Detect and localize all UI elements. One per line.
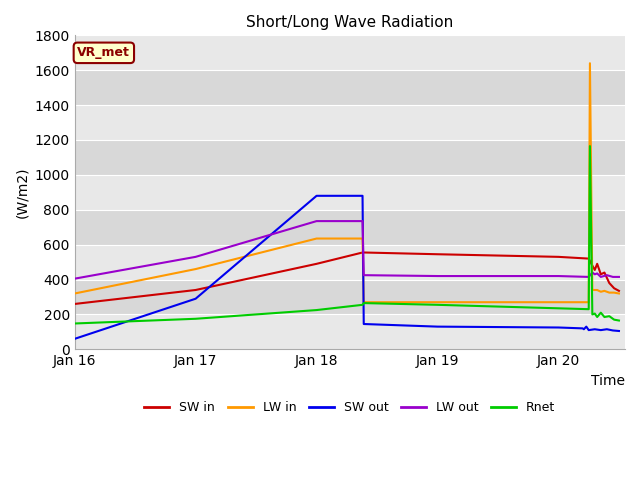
SW in [605, 280, 613, 286]
SW out [591, 326, 598, 332]
LW in [611, 290, 618, 296]
Rnet [591, 311, 598, 316]
Bar [75, 245, 625, 279]
Rnet [589, 312, 596, 317]
Rnet [434, 302, 442, 308]
Line: LW out: LW out [75, 221, 619, 279]
SW out [579, 325, 586, 331]
SW out [71, 336, 79, 342]
SW in [597, 271, 605, 277]
Rnet [360, 300, 367, 306]
SW in [589, 263, 596, 268]
SW in [71, 301, 79, 307]
SW in [313, 261, 321, 267]
LW in [555, 300, 563, 305]
X-axis label: Time: Time [591, 374, 625, 388]
LW in [358, 236, 366, 241]
Rnet [597, 310, 605, 315]
Line: SW in: SW in [75, 252, 619, 304]
SW in [358, 250, 366, 255]
SW out [597, 327, 605, 333]
SW out [580, 326, 588, 332]
LW out [71, 276, 79, 282]
LW in [589, 287, 596, 293]
Rnet [313, 307, 321, 313]
Line: SW out: SW out [75, 196, 619, 339]
SW out [360, 321, 367, 327]
Line: LW in: LW in [75, 63, 619, 302]
SW out [582, 324, 590, 329]
LW out [313, 218, 321, 224]
Title: Short/Long Wave Radiation: Short/Long Wave Radiation [246, 15, 454, 30]
SW in [585, 256, 593, 262]
LW out [555, 273, 563, 279]
LW out [434, 273, 442, 279]
Rnet [600, 314, 608, 320]
Text: VR_met: VR_met [77, 47, 131, 60]
LW in [605, 290, 613, 296]
Bar [75, 105, 625, 140]
LW out [360, 272, 367, 278]
LW out [591, 271, 598, 277]
LW in [71, 290, 79, 296]
LW out [589, 270, 596, 276]
Bar [75, 175, 625, 210]
Rnet [192, 316, 200, 322]
SW in [555, 254, 563, 260]
SW in [192, 287, 200, 293]
LW out [192, 254, 200, 260]
Bar [75, 210, 625, 245]
LW in [360, 300, 367, 305]
SW out [603, 326, 611, 332]
Rnet [605, 313, 613, 319]
LW in [434, 300, 442, 305]
SW in [593, 261, 601, 267]
Bar [75, 36, 625, 70]
LW out [585, 274, 593, 280]
Bar [75, 314, 625, 349]
SW out [313, 193, 321, 199]
LW out [593, 271, 601, 276]
SW in [434, 252, 442, 257]
LW out [615, 274, 623, 280]
Legend: SW in, LW in, SW out, LW out, Rnet: SW in, LW in, SW out, LW out, Rnet [140, 396, 561, 420]
LW in [586, 60, 594, 66]
SW in [591, 267, 598, 273]
LW in [585, 300, 593, 305]
LW in [313, 236, 321, 241]
SW out [192, 296, 200, 301]
Rnet [615, 318, 623, 324]
LW out [609, 274, 617, 280]
SW out [555, 324, 563, 330]
LW in [600, 288, 608, 294]
SW in [611, 286, 618, 291]
Rnet [555, 305, 563, 311]
SW out [615, 328, 623, 334]
LW in [615, 290, 623, 296]
SW in [360, 250, 367, 255]
SW in [615, 288, 623, 294]
SW out [585, 327, 593, 333]
Bar [75, 279, 625, 314]
Line: Rnet: Rnet [75, 146, 619, 324]
LW in [593, 287, 601, 293]
Rnet [593, 314, 601, 320]
Rnet [71, 321, 79, 326]
Rnet [586, 143, 594, 149]
SW out [358, 193, 366, 199]
SW in [600, 270, 608, 276]
LW out [597, 274, 605, 280]
LW out [358, 218, 366, 224]
SW out [434, 324, 442, 329]
Rnet [358, 302, 366, 308]
LW in [597, 289, 605, 295]
LW in [192, 266, 200, 272]
LW out [603, 272, 611, 278]
Rnet [611, 317, 618, 323]
Rnet [585, 306, 593, 312]
Y-axis label: (W/m2): (W/m2) [15, 167, 29, 218]
Bar [75, 70, 625, 105]
SW out [609, 327, 617, 333]
Bar [75, 140, 625, 175]
